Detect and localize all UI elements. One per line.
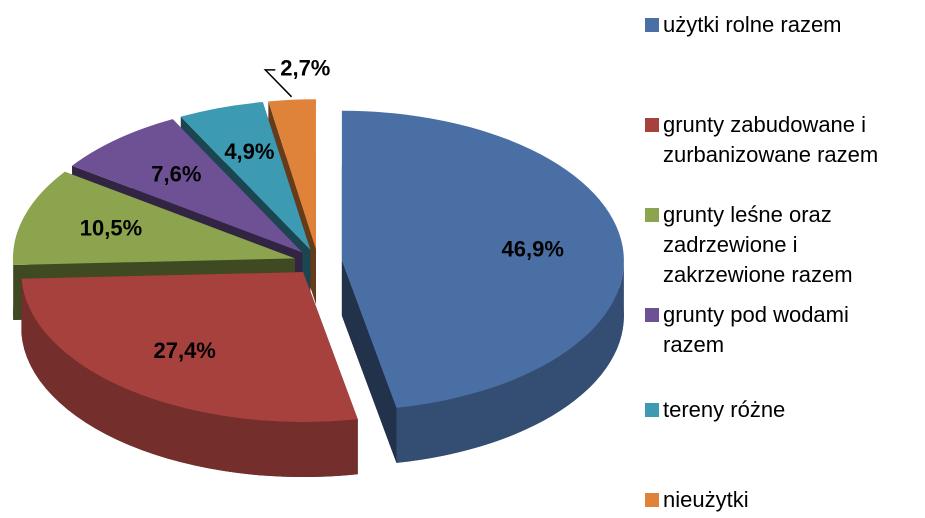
legend-label: użytki rolne razem: [663, 12, 842, 37]
legend-swatch: [645, 208, 659, 222]
slice: [180, 102, 311, 250]
slice: [12, 171, 295, 265]
legend-label: tereny różne: [663, 397, 786, 422]
leader-line: [263, 69, 293, 98]
legend-item: tereny różne: [645, 395, 920, 425]
slice: [72, 119, 303, 253]
legend-swatch: [645, 118, 659, 132]
data-label: 4,9%: [224, 139, 274, 164]
pie-area: 46,9% 27,4% 10,5% 7,6% 4,9% 2,7%: [12, 56, 624, 478]
data-label: 2,7%: [280, 56, 330, 81]
legend-swatch: [645, 18, 659, 32]
legend-swatch: [645, 403, 659, 417]
slice-wall: [21, 278, 358, 478]
legend-label: grunty pod wodami razem: [663, 302, 849, 357]
legend-item: użytki rolne razem: [645, 10, 920, 40]
slice-wall: [396, 260, 624, 463]
legend-swatch: [645, 493, 659, 507]
legend-item: grunty leśne oraz zadrzewione i zakrzewi…: [645, 200, 920, 290]
legend-label: grunty leśne oraz zadrzewione i zakrzewi…: [663, 202, 853, 287]
data-label: 27,4%: [153, 338, 215, 363]
data-label: 7,6%: [151, 161, 201, 186]
legend-label: grunty zabudowane i zurbanizowane razem: [663, 112, 879, 167]
slice: [341, 110, 624, 408]
legend-item: nieużytki: [645, 485, 920, 515]
legend-item: grunty zabudowane i zurbanizowane razem: [645, 110, 920, 170]
slice-side: [341, 260, 397, 463]
data-label: 10,5%: [80, 215, 142, 240]
legend-item: grunty pod wodami razem: [645, 300, 920, 360]
legend-label: nieużytki: [663, 487, 749, 512]
legend-swatch: [645, 308, 659, 322]
slice: [21, 272, 358, 423]
data-label: 46,9%: [502, 237, 564, 262]
slice: [268, 99, 316, 250]
